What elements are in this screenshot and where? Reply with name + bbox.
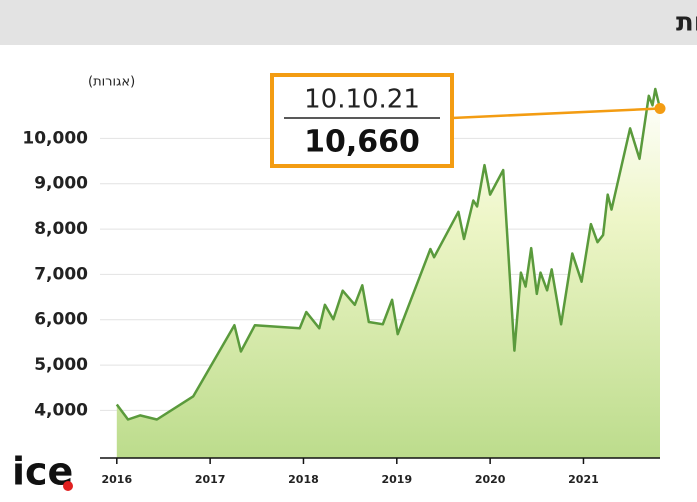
title-bar xyxy=(0,0,697,45)
line xyxy=(115,87,662,421)
y-tick-label: 8,000 xyxy=(34,219,88,239)
y-tick-label: 6,000 xyxy=(34,310,88,330)
x-tick-label: 2016 xyxy=(101,473,132,486)
y-tick-label: 5,000 xyxy=(34,355,88,375)
x-tick-label: 2020 xyxy=(475,473,506,486)
y-tick-label: 10,000 xyxy=(22,128,88,148)
x-tick-label: 2021 xyxy=(568,473,599,486)
x-tick-label: 2017 xyxy=(195,473,226,486)
callout-leader xyxy=(451,107,661,120)
callout-value: 10,660 xyxy=(304,125,420,160)
callout-box xyxy=(270,73,454,168)
callout-date: 10.10.21 xyxy=(304,85,420,115)
x-tick-label: 2019 xyxy=(381,473,412,486)
y-tick-label: 9,000 xyxy=(34,174,88,194)
area xyxy=(116,89,661,458)
y-tick-label: 7,000 xyxy=(34,264,88,284)
x-tick-label: 2018 xyxy=(288,473,319,486)
plot: 4,000 5,000 6,000 7,000 8,000 9,000 10,000 2016… xyxy=(22,73,666,486)
chart-title: מניית מזרחי טפחות ב-5 השנים האחרונות xyxy=(676,8,697,38)
logo-dot xyxy=(63,481,73,491)
y-axis-label: (אגורות) xyxy=(88,75,135,90)
y-tick-label: 4,000 xyxy=(34,400,88,420)
last-point xyxy=(654,102,666,114)
